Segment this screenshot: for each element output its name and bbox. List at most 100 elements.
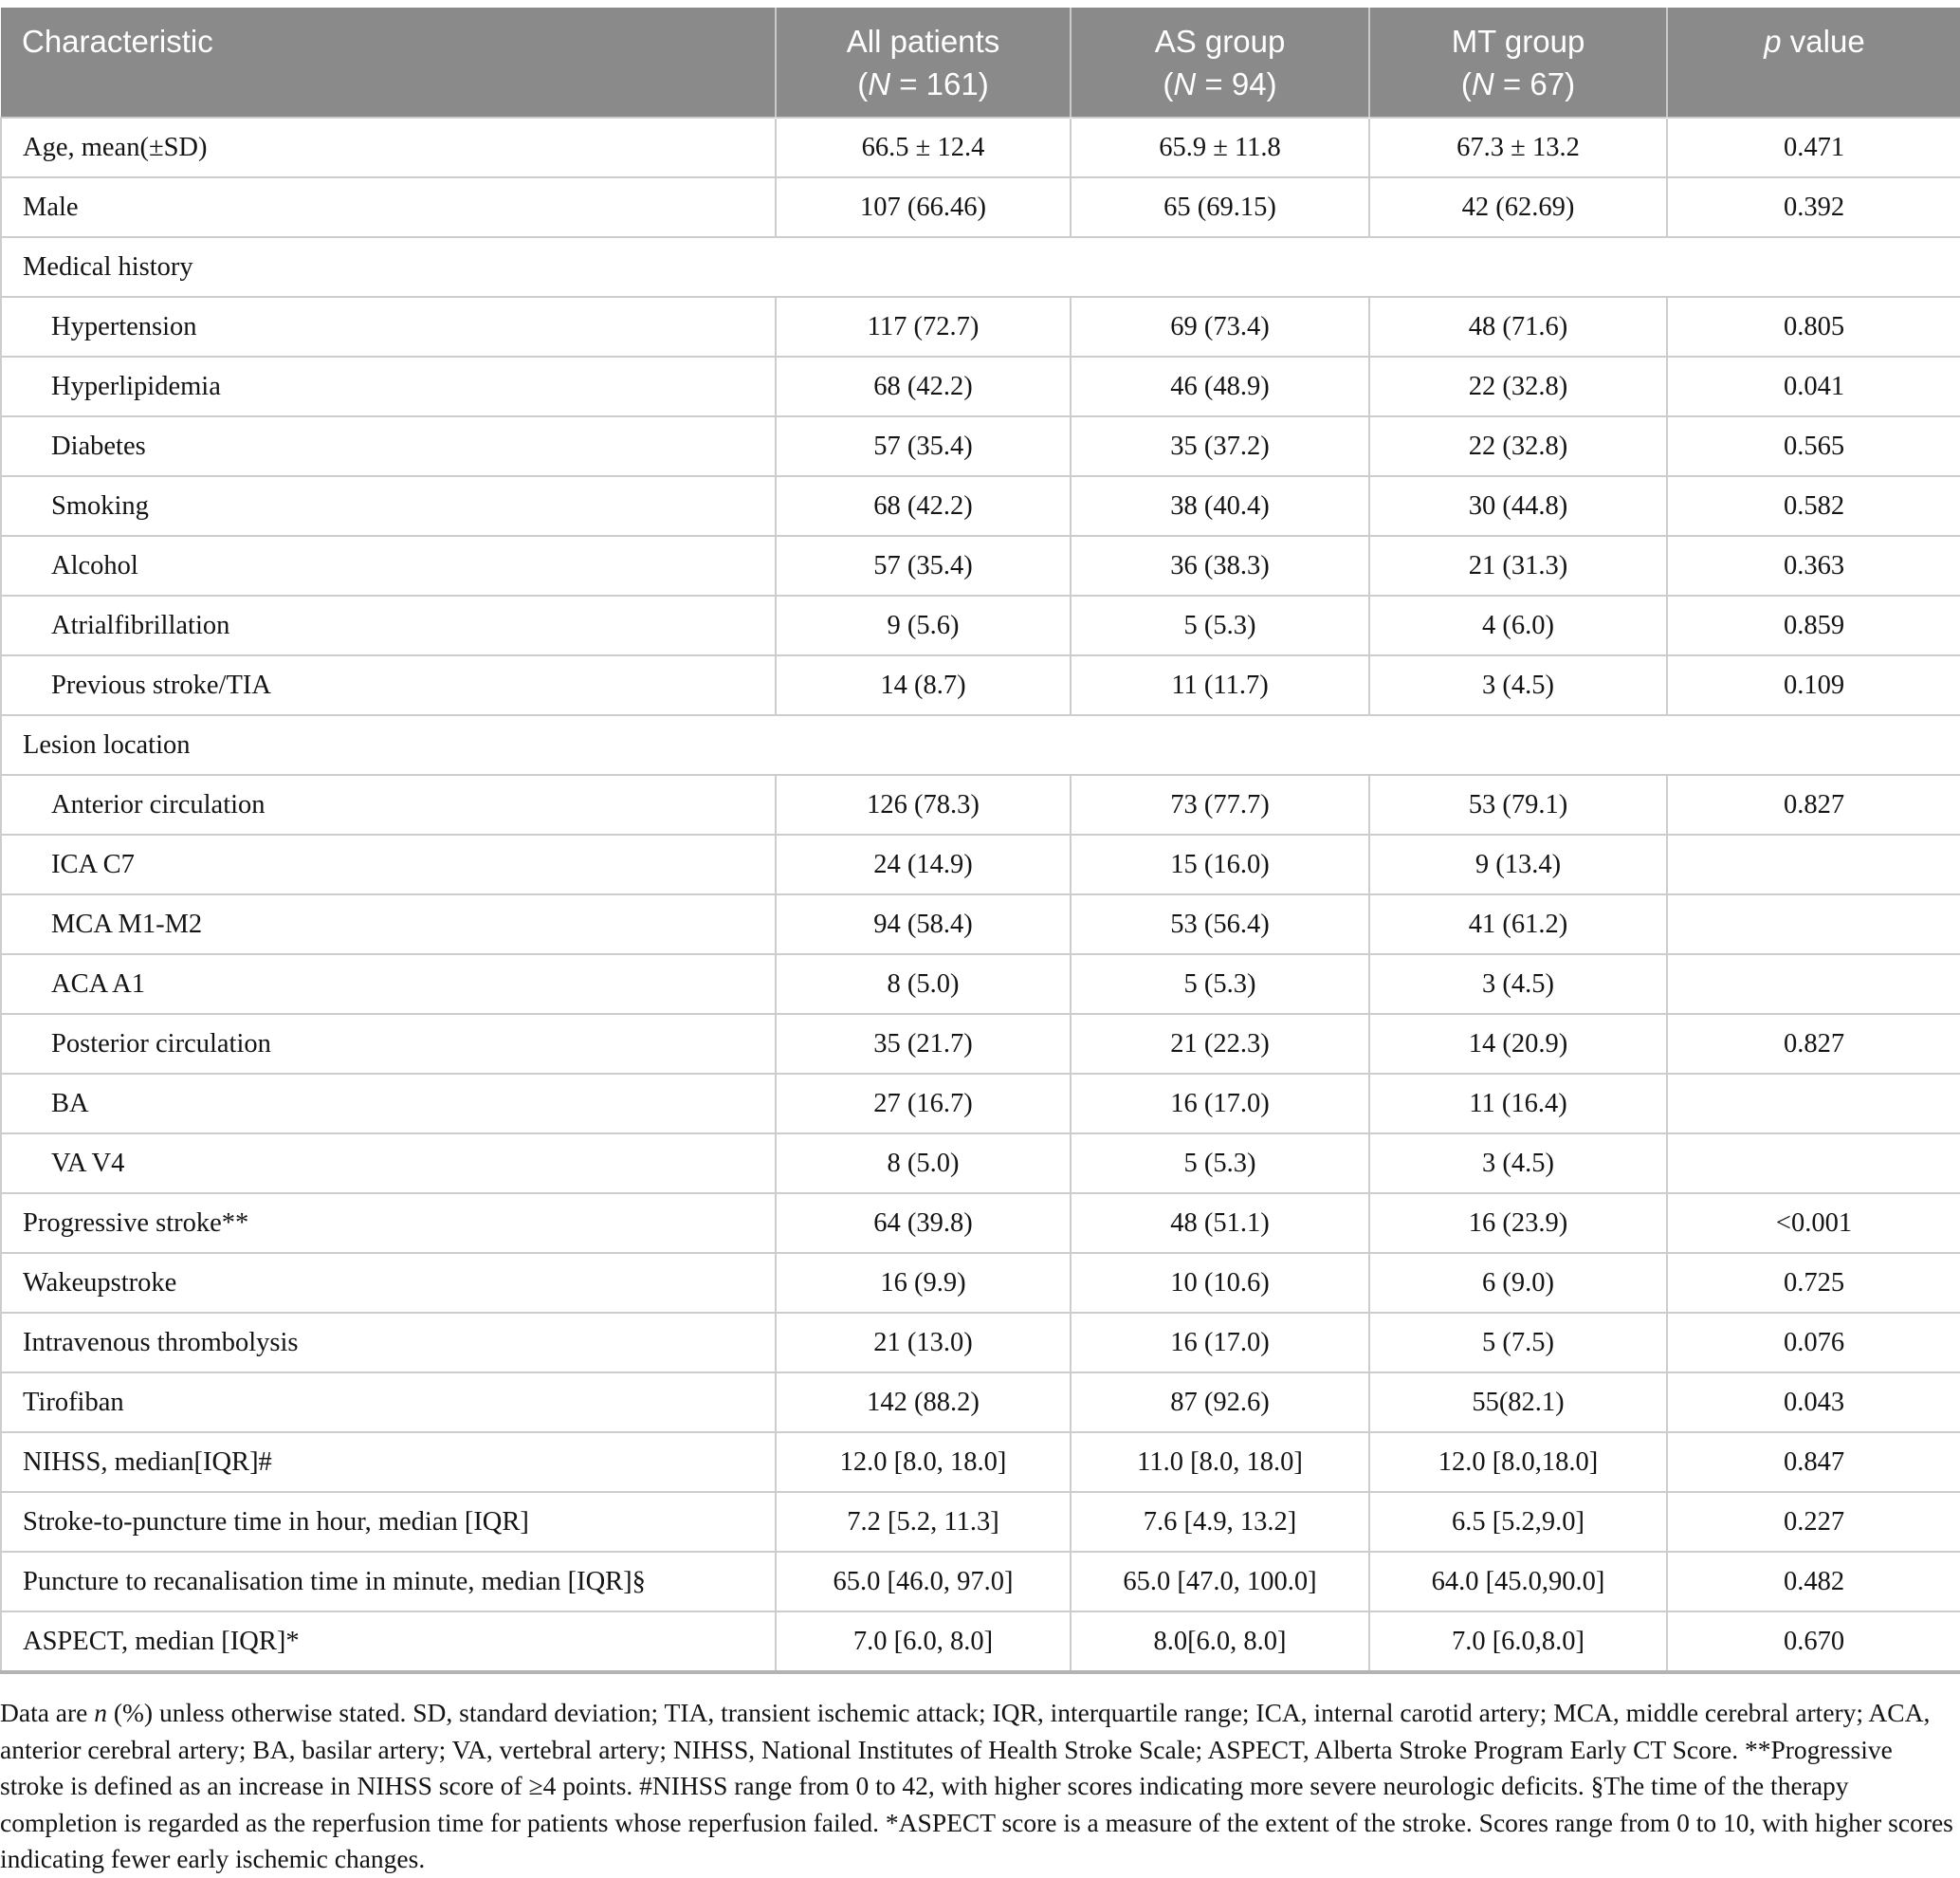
- table-row: ACA A1 8 (5.0) 5 (5.3) 3 (4.5): [0, 953, 1960, 1015]
- row-label: NIHSS, median[IQR]#: [0, 1431, 777, 1493]
- cell-value: 4 (6.0): [1368, 595, 1668, 656]
- table-row: Hypertension 117 (72.7) 69 (73.4) 48 (71.6)…: [0, 296, 1960, 358]
- cell-value: 64.0 [45.0,90.0]: [1368, 1551, 1668, 1612]
- cell-value: 142 (88.2): [775, 1372, 1072, 1433]
- table-row: Intravenous thrombolysis 21 (13.0) 16 (17.…: [0, 1312, 1960, 1373]
- header-all-patients-line2: (N = 161): [857, 66, 989, 101]
- footnote-italic-n: n: [94, 1698, 107, 1727]
- cell-value: 5 (5.3): [1070, 595, 1370, 656]
- cell-value: 9 (13.4): [1368, 834, 1668, 895]
- cell-value: [1666, 1073, 1960, 1134]
- cell-value: 0.582: [1666, 475, 1960, 537]
- cell-value: 117 (72.7): [775, 296, 1072, 358]
- row-label: Diabetes: [0, 415, 777, 477]
- table-row: Stroke-to-puncture time in hour, median …: [0, 1491, 1960, 1553]
- section-label: Lesion location: [0, 714, 1960, 776]
- cell-value: 66.5 ± 12.4: [775, 117, 1072, 178]
- cell-value: 21 (31.3): [1368, 535, 1668, 597]
- cell-value: 11.0 [8.0, 18.0]: [1070, 1431, 1370, 1493]
- table-row: Tirofiban 142 (88.2) 87 (92.6) 55(82.1) 0.04…: [0, 1372, 1960, 1433]
- cell-value: 9 (5.6): [775, 595, 1072, 656]
- table-header: Characteristic All patients (N = 161) AS…: [1, 8, 1960, 118]
- table-row: Wakeupstroke 16 (9.9) 10 (10.6) 6 (9.0) 0.72…: [0, 1252, 1960, 1314]
- cell-value: [1666, 953, 1960, 1015]
- cell-value: 12.0 [8.0, 18.0]: [775, 1431, 1072, 1493]
- footnote-prefix: Data are: [0, 1698, 95, 1727]
- cell-value: 68 (42.2): [775, 475, 1072, 537]
- cell-value: 0.109: [1666, 654, 1960, 716]
- table-body: Age, mean(±SD) 66.5 ± 12.4 65.9 ± 11.8 67.3…: [0, 117, 1960, 1674]
- cell-value: 87 (92.6): [1070, 1372, 1370, 1433]
- table-row: Previous stroke/TIA 14 (8.7) 11 (11.7) 3 (4…: [0, 654, 1960, 716]
- table-row: Age, mean(±SD) 66.5 ± 12.4 65.9 ± 11.8 67.3…: [0, 117, 1960, 178]
- cell-value: [1666, 893, 1960, 955]
- section-row: Lesion location: [0, 714, 1960, 776]
- row-label: Intravenous thrombolysis: [0, 1312, 777, 1373]
- row-label: Age, mean(±SD): [0, 117, 777, 178]
- cell-value: 5 (5.3): [1070, 953, 1370, 1015]
- cell-value: 5 (7.5): [1368, 1312, 1668, 1373]
- cell-value: 0.827: [1666, 1013, 1960, 1075]
- cell-value: 21 (13.0): [775, 1312, 1072, 1373]
- cell-value: 55(82.1): [1368, 1372, 1668, 1433]
- cell-value: 16 (17.0): [1070, 1073, 1370, 1134]
- header-mt-group-line1: MT group: [1451, 24, 1585, 59]
- cell-value: 46 (48.9): [1070, 356, 1370, 417]
- cell-value: 42 (62.69): [1368, 176, 1668, 238]
- section-row: Medical history: [0, 236, 1960, 298]
- header-as-group-line1: AS group: [1154, 24, 1286, 59]
- cell-value: 94 (58.4): [775, 893, 1072, 955]
- header-p-value: p value: [1666, 8, 1960, 118]
- cell-value: 7.2 [5.2, 11.3]: [775, 1491, 1072, 1553]
- cell-value: 16 (17.0): [1070, 1312, 1370, 1373]
- row-label: ACA A1: [0, 953, 777, 1015]
- cell-value: 0.859: [1666, 595, 1960, 656]
- cell-value: 68 (42.2): [775, 356, 1072, 417]
- cell-value: 0.565: [1666, 415, 1960, 477]
- cell-value: 14 (20.9): [1368, 1013, 1668, 1075]
- table-row: ASPECT, median [IQR]* 7.0 [6.0, 8.0] 8.0[6…: [0, 1611, 1960, 1674]
- cell-value: 8.0[6.0, 8.0]: [1070, 1611, 1370, 1674]
- cell-value: 0.827: [1666, 774, 1960, 836]
- table-row: MCA M1-M2 94 (58.4) 53 (56.4) 41 (61.2): [0, 893, 1960, 955]
- cell-value: 16 (23.9): [1368, 1192, 1668, 1254]
- row-label: Tirofiban: [0, 1372, 777, 1433]
- header-characteristic: Characteristic: [1, 8, 776, 118]
- table-row: Atrialfibrillation 9 (5.6) 5 (5.3) 4 (6.0) 0…: [0, 595, 1960, 656]
- table-row: Smoking 68 (42.2) 38 (40.4) 30 (44.8) 0.582: [0, 475, 1960, 537]
- table-row: Progressive stroke** 64 (39.8) 48 (51.1) 16…: [0, 1192, 1960, 1254]
- table-row: VA V4 8 (5.0) 5 (5.3) 3 (4.5): [0, 1132, 1960, 1194]
- baseline-characteristics-table: Characteristic All patients (N = 161) AS…: [0, 8, 1960, 1674]
- cell-value: 0.363: [1666, 535, 1960, 597]
- header-mt-group: MT group (N = 67): [1368, 8, 1667, 118]
- row-label: VA V4: [0, 1132, 777, 1194]
- row-label: Hypertension: [0, 296, 777, 358]
- row-label: BA: [0, 1073, 777, 1134]
- cell-value: 65.0 [46.0, 97.0]: [775, 1551, 1072, 1612]
- header-as-group: AS group (N = 94): [1070, 8, 1369, 118]
- cell-value: 22 (32.8): [1368, 356, 1668, 417]
- table-row: NIHSS, median[IQR]# 12.0 [8.0, 18.0] 11.0 …: [0, 1431, 1960, 1493]
- row-label: Stroke-to-puncture time in hour, median …: [0, 1491, 777, 1553]
- table-row: BA 27 (16.7) 16 (17.0) 11 (16.4): [0, 1073, 1960, 1134]
- table-row: Diabetes 57 (35.4) 35 (37.2) 22 (32.8) 0.565: [0, 415, 1960, 477]
- cell-value: 57 (35.4): [775, 535, 1072, 597]
- row-label: Wakeupstroke: [0, 1252, 777, 1314]
- footnote-body: (%) unless otherwise stated. SD, standar…: [0, 1698, 1953, 1873]
- row-label: Previous stroke/TIA: [0, 654, 777, 716]
- table-row: Anterior circulation 126 (78.3) 73 (77.7) 5…: [0, 774, 1960, 836]
- row-label: Hyperlipidemia: [0, 356, 777, 417]
- table-row: Alcohol 57 (35.4) 36 (38.3) 21 (31.3) 0.363: [0, 535, 1960, 597]
- cell-value: 27 (16.7): [775, 1073, 1072, 1134]
- cell-value: 48 (71.6): [1368, 296, 1668, 358]
- cell-value: 107 (66.46): [775, 176, 1072, 238]
- row-label: Alcohol: [0, 535, 777, 597]
- cell-value: 0.041: [1666, 356, 1960, 417]
- cell-value: 12.0 [8.0,18.0]: [1368, 1431, 1668, 1493]
- cell-value: 3 (4.5): [1368, 654, 1668, 716]
- cell-value: 38 (40.4): [1070, 475, 1370, 537]
- row-label: ICA C7: [0, 834, 777, 895]
- cell-value: 53 (79.1): [1368, 774, 1668, 836]
- cell-value: 126 (78.3): [775, 774, 1072, 836]
- row-label: Progressive stroke**: [0, 1192, 777, 1254]
